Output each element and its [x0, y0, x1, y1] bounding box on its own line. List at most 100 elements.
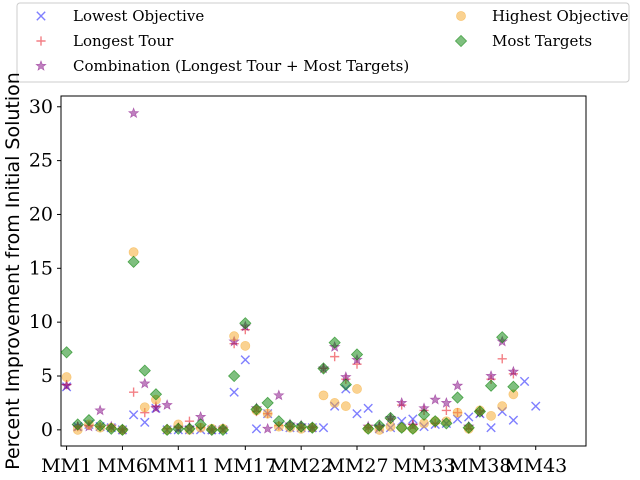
- data-point: [251, 424, 262, 434]
- data-point: [240, 355, 251, 365]
- y-tick-label: 30: [29, 96, 53, 118]
- data-point: [128, 410, 139, 420]
- data-point: [317, 362, 330, 375]
- data-point: [417, 408, 431, 421]
- legend-entry: Lowest Objective: [36, 7, 204, 25]
- plot-frame: [60, 95, 587, 447]
- data-point: [440, 417, 453, 430]
- data-point: [497, 354, 507, 364]
- legend-marker: [36, 36, 46, 46]
- data-point: [116, 423, 129, 437]
- data-point: [229, 387, 239, 397]
- legend-entry: Combination (Longest Tour + Most Targets…: [35, 57, 409, 75]
- series-combination-longest-tour-most-targets: [60, 107, 520, 435]
- data-point: [429, 415, 442, 428]
- data-point: [440, 396, 453, 408]
- data-point: [373, 419, 386, 432]
- y-tick-label: 25: [29, 150, 53, 172]
- legend-marker: [456, 11, 466, 21]
- data-point: [441, 405, 451, 416]
- data-point: [227, 369, 241, 383]
- data-point: [273, 389, 285, 401]
- x-tick-label: MM1: [41, 455, 92, 477]
- data-point: [160, 423, 174, 437]
- data-point: [484, 379, 498, 392]
- legend-label: Lowest Objective: [73, 7, 204, 25]
- data-point: [94, 404, 106, 416]
- data-point: [429, 393, 441, 405]
- data-point: [395, 421, 408, 434]
- data-point: [127, 255, 140, 269]
- legend-entry: Most Targets: [454, 32, 592, 50]
- data-point: [519, 376, 530, 387]
- data-point: [150, 402, 162, 414]
- data-point: [395, 396, 408, 408]
- data-point: [486, 410, 496, 421]
- data-point: [339, 378, 353, 391]
- data-point: [294, 420, 308, 433]
- data-point: [93, 419, 107, 432]
- data-point: [172, 422, 185, 435]
- data-point: [240, 340, 251, 351]
- legend-box: [16, 2, 630, 83]
- data-point: [239, 317, 252, 330]
- data-point: [464, 412, 474, 422]
- data-point: [127, 107, 140, 119]
- y-tick-label: 0: [41, 419, 53, 441]
- data-point: [352, 384, 362, 394]
- data-point: [473, 405, 487, 418]
- data-point: [140, 417, 150, 428]
- data-point: [205, 423, 218, 437]
- data-point: [531, 401, 541, 411]
- data-point: [60, 346, 73, 359]
- data-point: [149, 388, 163, 401]
- legend-entry: Longest Tour: [36, 32, 174, 50]
- data-point: [497, 401, 508, 412]
- data-point: [462, 421, 475, 434]
- y-tick-label: 10: [29, 311, 53, 333]
- x-tick-label: MM11: [147, 455, 210, 477]
- x-tick-label: MM17: [214, 455, 277, 477]
- y-axis-label: Percent Improvement from Initial Solutio…: [2, 72, 24, 470]
- y-tick-label: 5: [41, 365, 53, 387]
- data-point: [61, 372, 72, 382]
- data-point: [329, 398, 340, 408]
- x-tick-label: MM33: [392, 455, 455, 477]
- data-point: [451, 391, 464, 404]
- data-point: [306, 421, 319, 434]
- x-tick-label: MM27: [325, 455, 388, 477]
- data-point: [216, 423, 230, 437]
- data-point: [138, 364, 151, 377]
- y-tick-label: 15: [29, 257, 53, 279]
- data-point: [194, 418, 207, 431]
- series-highest-objective: [61, 247, 519, 435]
- data-point: [452, 407, 463, 418]
- x-tick-label: MM22: [270, 455, 333, 477]
- data-point: [508, 415, 519, 425]
- data-point: [352, 408, 362, 419]
- data-point: [250, 403, 263, 416]
- data-point: [183, 422, 196, 435]
- data-point: [272, 415, 285, 428]
- data-point: [71, 418, 84, 431]
- data-point: [60, 379, 73, 391]
- legend-label: Combination (Longest Tour + Most Targets…: [73, 57, 409, 75]
- data-point: [139, 377, 151, 389]
- data-point: [283, 419, 297, 432]
- data-point: [363, 403, 373, 414]
- legend-label: Most Targets: [492, 32, 592, 50]
- data-point: [340, 401, 351, 412]
- data-point: [408, 414, 418, 424]
- data-point: [328, 336, 341, 349]
- data-point: [406, 422, 420, 435]
- data-point: [330, 352, 340, 362]
- x-tick-label: MM6: [97, 455, 148, 477]
- data-point: [139, 402, 150, 413]
- data-point: [507, 365, 520, 377]
- data-point: [262, 408, 273, 419]
- legend-marker: [35, 59, 47, 71]
- legend-marker: [454, 34, 468, 48]
- data-point: [384, 411, 397, 425]
- legend-marker: [36, 11, 46, 21]
- data-point: [161, 399, 173, 410]
